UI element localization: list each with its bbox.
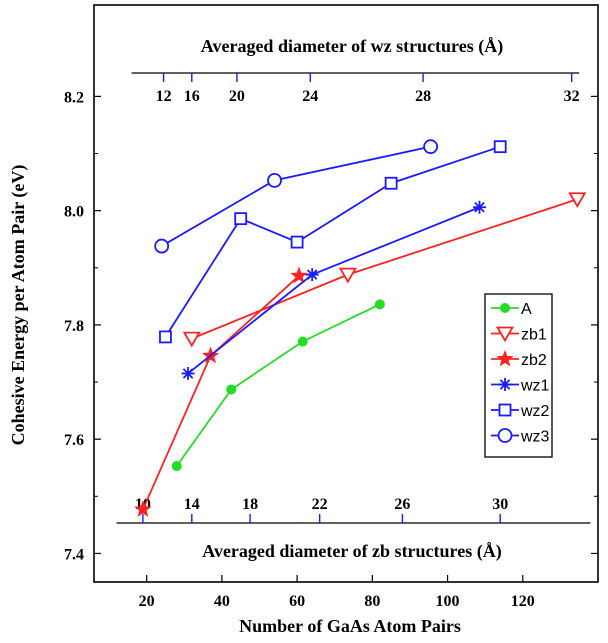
top-axis-tick-label: 20 [229,88,245,105]
legend-item-zb2: zb2 [491,349,547,369]
data-point-wz2 [234,212,248,226]
data-point-zb1 [568,192,587,209]
zb-axis-tick-label: 14 [184,496,200,513]
x-axis-label: Number of GaAs Atom Pairs [239,616,461,636]
data-point-wz2 [159,330,172,344]
series-line-A [176,303,381,467]
legend-label: wz3 [520,429,550,446]
series-wz3 [154,139,439,254]
legend-marker [498,378,512,391]
legend-item-A: A [491,301,532,318]
data-point-zb1 [338,267,357,284]
y-tick-label: 8.2 [64,89,84,106]
data-point-wz1 [473,200,487,214]
legend-label: zb1 [521,327,547,344]
data-point-wz2 [384,176,398,190]
y-tick-label: 7.4 [64,546,84,563]
legend-marker [495,326,515,343]
x-tick-label: 100 [436,593,460,610]
legend-item-wz1: wz1 [491,378,550,395]
data-point-A [171,461,182,472]
x-tick-label: 120 [511,593,535,610]
series-line-zb2 [142,275,300,510]
zb-axis-tick-label: 26 [394,496,410,513]
x-tick-label: 60 [289,593,305,610]
x-tick-label: 20 [139,593,155,610]
y-axis-label: Cohesive Energy per Atom Pair (eV) [8,165,29,446]
series-zb1 [182,192,587,348]
data-point-A [226,384,237,395]
legend-label: wz1 [520,378,550,395]
legend-item-zb1: zb1 [491,327,547,344]
legend-label: zb2 [521,352,547,369]
top-axis-label: Averaged diameter of wz structures (Å) [201,36,503,57]
axes-layer: 20 40 60 80 100 120 7.4 7.6 7.8 8.0 8.2 12 16 20 24 28 3… [64,4,599,610]
y-tick-label: 7.6 [64,432,84,449]
data-point-zb1 [182,331,201,348]
series-layer [134,139,587,517]
data-point-A [374,299,385,310]
top-axis-tick-label: 32 [564,88,580,105]
data-point-zb2 [134,500,152,517]
y-tick-label: 8.0 [64,204,84,221]
legend-marker [496,349,514,367]
y-tick-label: 7.8 [64,318,84,335]
zb-diameter-axis-label: Averaged diameter of zb structures (Å) [202,541,501,562]
plot-frame [93,4,599,583]
data-point-wz1 [181,366,195,380]
legend-item-wz2: wz2 [491,403,550,420]
legend-marker [497,428,513,443]
legend-label: A [521,301,532,318]
data-point-wz3 [423,139,439,155]
data-point-wz2 [290,235,304,249]
data-point-wz3 [267,172,282,188]
x-tick-label: 80 [364,593,380,610]
top-axis-tick-label: 28 [415,88,431,105]
legend-label: wz2 [520,403,550,420]
data-point-A [297,336,308,347]
data-point-zb2 [290,266,308,284]
series-zb2 [134,266,308,517]
series-wz2 [159,140,507,344]
x-tick-label: 40 [214,593,230,610]
data-point-wz3 [154,238,170,254]
top-axis-tick-label: 24 [302,88,318,105]
legend-item-wz3: wz3 [491,428,550,446]
zb-axis-tick-label: 30 [492,496,508,513]
legend-marker [500,303,510,313]
zb-axis-tick-label: 22 [312,496,328,513]
data-point-wz2 [493,140,507,154]
top-axis-tick-label: 16 [184,88,200,105]
legend-box [484,293,553,458]
top-axis-tick-label: 12 [156,88,172,105]
legend-marker [498,403,512,417]
series-line-wz3 [161,145,431,247]
series-A [171,299,385,472]
series-wz1 [181,200,487,380]
data-point-wz1 [305,268,319,282]
zb-axis-tick-label: 18 [242,496,258,513]
